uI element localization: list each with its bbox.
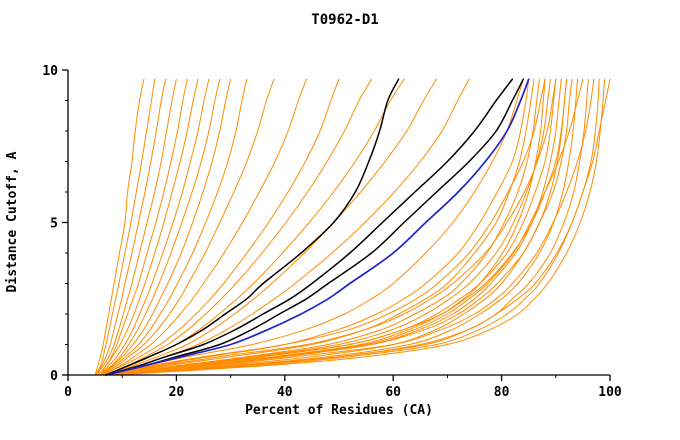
- curve-model-26: [105, 78, 557, 376]
- curve-model-36: [113, 78, 606, 376]
- curve-model-04: [94, 78, 177, 376]
- curve-model-18: [102, 78, 524, 376]
- y-tick-label: 0: [50, 369, 58, 384]
- curve-model-22: [105, 78, 546, 376]
- x-tick-label: 100: [598, 385, 622, 400]
- curve-model-21: [108, 78, 540, 376]
- curve-model-03: [97, 78, 167, 376]
- curve-model-05: [100, 78, 188, 376]
- curve-model-01: [94, 78, 145, 376]
- x-tick-label: 20: [169, 385, 185, 400]
- curve-model-10: [100, 78, 248, 376]
- curve-model-13: [100, 78, 340, 376]
- axes-layer: 0 20 40 60 80 100 0 5 10: [42, 64, 622, 400]
- curve-model-25: [108, 78, 557, 376]
- curve-model-09: [102, 78, 232, 376]
- curve-model-14: [105, 78, 372, 376]
- y-tick-label: 10: [42, 64, 58, 79]
- curves-layer: [94, 78, 611, 376]
- curve-model-24: [105, 78, 551, 376]
- y-axis-label: Distance Cutoff, A: [5, 151, 20, 292]
- curve-model-31: [110, 78, 578, 376]
- curve-model-19: [105, 78, 530, 376]
- x-tick-label: 40: [277, 385, 293, 400]
- x-tick-label: 80: [494, 385, 510, 400]
- curve-model-02: [94, 78, 156, 376]
- curve-model-16: [105, 78, 438, 376]
- curve-model-06: [97, 78, 199, 376]
- curve-model-28: [105, 78, 568, 376]
- curve-model-32: [105, 78, 584, 376]
- curve-model-27: [110, 78, 562, 376]
- curve-model-37: [110, 78, 611, 376]
- curve-selected-model: [105, 78, 530, 376]
- curve-model-34: [108, 78, 595, 376]
- curve-model-08: [100, 78, 221, 376]
- curve-model-33: [110, 78, 589, 376]
- curve-model-15: [102, 78, 405, 376]
- curve-model-12: [102, 78, 307, 376]
- y-tick-label: 5: [50, 217, 58, 232]
- curve-highlight-3: [105, 78, 525, 376]
- x-axis-label: Percent of Residues (CA): [245, 403, 433, 418]
- curve-model-29: [110, 78, 568, 376]
- curve-model-07: [100, 78, 210, 376]
- curve-highlight-1: [105, 78, 400, 376]
- curve-model-20: [105, 78, 535, 376]
- x-tick-label: 0: [64, 385, 72, 400]
- curve-highlight-2: [105, 78, 514, 376]
- chart-title: T0962-D1: [311, 12, 378, 28]
- curve-model-35: [110, 78, 600, 376]
- x-tick-label: 60: [385, 385, 401, 400]
- curve-model-11: [100, 78, 275, 376]
